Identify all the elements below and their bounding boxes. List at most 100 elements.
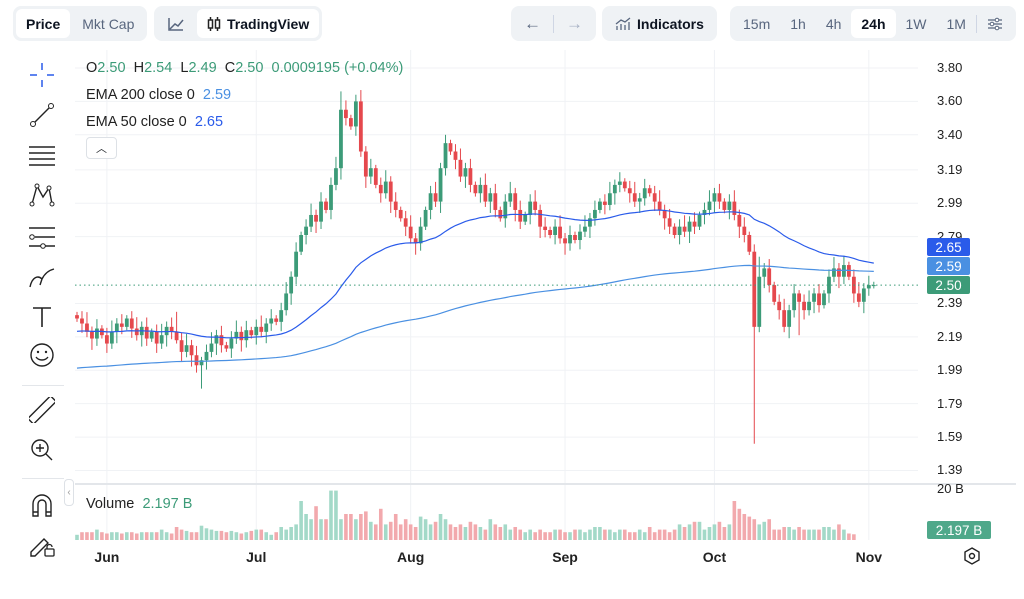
candle-body <box>588 218 592 227</box>
candle-body <box>797 293 801 302</box>
volume-bar <box>642 532 647 540</box>
candle-body <box>443 143 448 169</box>
candle-body <box>627 188 632 194</box>
volume-bar <box>219 530 224 540</box>
market-cap-tab[interactable]: Mkt Cap <box>82 15 135 32</box>
candle-body <box>871 285 876 287</box>
volume-bar <box>812 529 816 540</box>
chart-settings-button[interactable] <box>977 9 1013 38</box>
candle-body <box>593 209 597 219</box>
candle-body <box>468 168 473 185</box>
zoom-in-tool[interactable] <box>27 435 57 465</box>
candle-body <box>358 101 363 152</box>
candle-body <box>109 331 114 344</box>
candle-body <box>632 193 637 202</box>
candle-body <box>488 193 493 202</box>
brush-tool[interactable] <box>27 263 57 293</box>
volume-bar <box>837 524 841 540</box>
volume-bar <box>637 529 642 540</box>
volume-bar <box>603 529 607 540</box>
volume-bar <box>383 524 388 540</box>
volume-bar <box>344 514 348 540</box>
line-chart-button[interactable] <box>157 9 195 38</box>
candle-body <box>309 214 313 227</box>
volume-bar <box>319 519 323 540</box>
volume-bar <box>149 532 154 540</box>
timeframe-1w[interactable]: 1W <box>905 15 927 32</box>
ema200-legend[interactable]: EMA 200 close 0 2.59 <box>86 87 231 103</box>
volume-bar <box>578 529 582 540</box>
candle-body <box>702 209 707 215</box>
timeframe-4h[interactable]: 4h <box>825 15 842 32</box>
pattern-tool[interactable] <box>27 180 57 210</box>
volume-bar <box>169 533 174 540</box>
emoji-tool[interactable] <box>27 340 57 370</box>
price-tick-label: 2.19 <box>937 328 963 344</box>
magnet-tool[interactable] <box>27 490 57 520</box>
open-label: O <box>86 60 98 76</box>
undo-button[interactable]: ← <box>514 9 551 38</box>
candle-body <box>353 101 358 127</box>
lock-drawing-tool[interactable] <box>27 530 57 560</box>
volume-bar <box>403 519 408 540</box>
volume-bar <box>413 527 418 540</box>
candle-body <box>543 226 548 230</box>
axis-settings-button[interactable] <box>962 546 982 571</box>
volume-bar <box>433 521 438 540</box>
timeframe-15m[interactable]: 15m <box>743 15 771 32</box>
ruler-tool[interactable] <box>27 395 57 425</box>
time-tick-label: Nov <box>855 549 883 565</box>
candle-body <box>159 335 164 344</box>
candle-body <box>269 318 274 324</box>
candle-body <box>329 184 333 210</box>
candle-body <box>503 201 508 219</box>
volume-bar <box>692 521 697 540</box>
crosshair-icon <box>30 63 54 87</box>
candle-body <box>453 151 458 160</box>
volume-bar <box>294 524 298 540</box>
candle-body <box>179 340 184 352</box>
candle-body <box>583 226 587 232</box>
text-icon <box>33 307 51 327</box>
volume-bar <box>234 532 239 540</box>
volume-bar <box>852 534 856 540</box>
candle-body <box>573 235 577 241</box>
timeframe-1h[interactable]: 1h <box>790 15 806 32</box>
candle-body <box>254 326 259 336</box>
price-tick-label: 1.79 <box>937 395 963 411</box>
volume-label: Volume <box>86 496 135 512</box>
volume-bar <box>274 532 278 540</box>
collapse-toolbar-button[interactable]: ‹ <box>64 479 74 506</box>
volume-bar <box>388 521 393 540</box>
fib-tool[interactable] <box>27 222 57 252</box>
price-tab[interactable]: Price <box>16 9 71 38</box>
volume-bar <box>732 501 737 540</box>
ema50-legend[interactable]: EMA 50 close 0 2.65 <box>86 114 223 130</box>
candle-body <box>169 326 174 332</box>
candle-body <box>433 193 438 202</box>
indicators-button[interactable]: Indicators <box>605 9 714 38</box>
candle-body <box>114 323 119 332</box>
crosshair-tool[interactable] <box>27 60 57 90</box>
volume-bar <box>807 529 811 540</box>
candle-body <box>388 181 393 202</box>
horizontal-lines-tool[interactable] <box>27 140 57 170</box>
timeframe-24h[interactable]: 24h <box>851 9 896 38</box>
timeframe-1m[interactable]: 1M <box>946 15 966 32</box>
candle-body <box>209 343 214 352</box>
candle-body <box>85 323 89 332</box>
text-tool[interactable] <box>27 302 57 332</box>
volume-bar <box>259 529 264 540</box>
candle-body <box>523 214 528 222</box>
ema200-line <box>76 264 874 369</box>
close-label: C <box>224 60 236 76</box>
collapse-legend-button[interactable]: ︿ <box>86 137 117 159</box>
candle-body <box>558 226 562 239</box>
volume-bar <box>448 524 453 540</box>
volume-bar <box>95 529 99 540</box>
tradingview-button[interactable]: TradingView <box>197 9 320 38</box>
divider <box>22 385 64 386</box>
redo-button[interactable]: → <box>556 9 593 38</box>
trend-line-tool[interactable] <box>27 100 57 130</box>
